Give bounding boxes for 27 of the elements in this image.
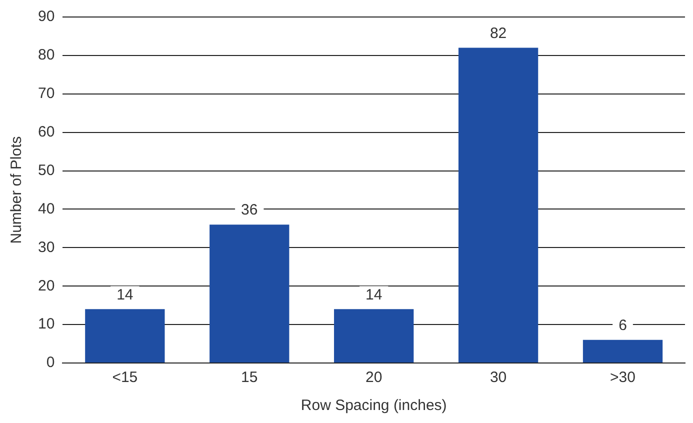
- y-tick-label: 80: [38, 46, 55, 64]
- y-tick-label: 60: [38, 123, 55, 140]
- x-tick-label: >30: [610, 369, 636, 386]
- y-tick-label: 10: [38, 316, 55, 333]
- x-axis-title: Row Spacing (inches): [300, 397, 447, 414]
- y-tick-label: 90: [38, 8, 55, 26]
- y-tick-label: 70: [38, 85, 55, 102]
- bar: [210, 224, 290, 362]
- x-tick-label: 20: [366, 369, 382, 386]
- y-tick-label: 50: [38, 162, 55, 179]
- x-tick-label: 30: [490, 369, 507, 386]
- bar: [85, 309, 165, 362]
- bar: [334, 309, 414, 362]
- data-label: 82: [490, 24, 507, 42]
- y-tick-label: 0: [46, 354, 55, 372]
- bar: [458, 48, 538, 362]
- x-tick-label: 15: [241, 369, 258, 386]
- y-axis-title: Number of Plots: [8, 136, 26, 244]
- data-label: 36: [241, 202, 258, 219]
- y-tick-label: 30: [38, 238, 55, 256]
- data-label: 14: [366, 286, 382, 304]
- x-tick-label: <15: [112, 369, 138, 386]
- data-label: 14: [116, 286, 134, 304]
- y-tick-label: 40: [38, 200, 55, 218]
- y-tick-label: 20: [38, 277, 55, 294]
- data-label: 6: [618, 317, 627, 334]
- bar: [582, 340, 663, 362]
